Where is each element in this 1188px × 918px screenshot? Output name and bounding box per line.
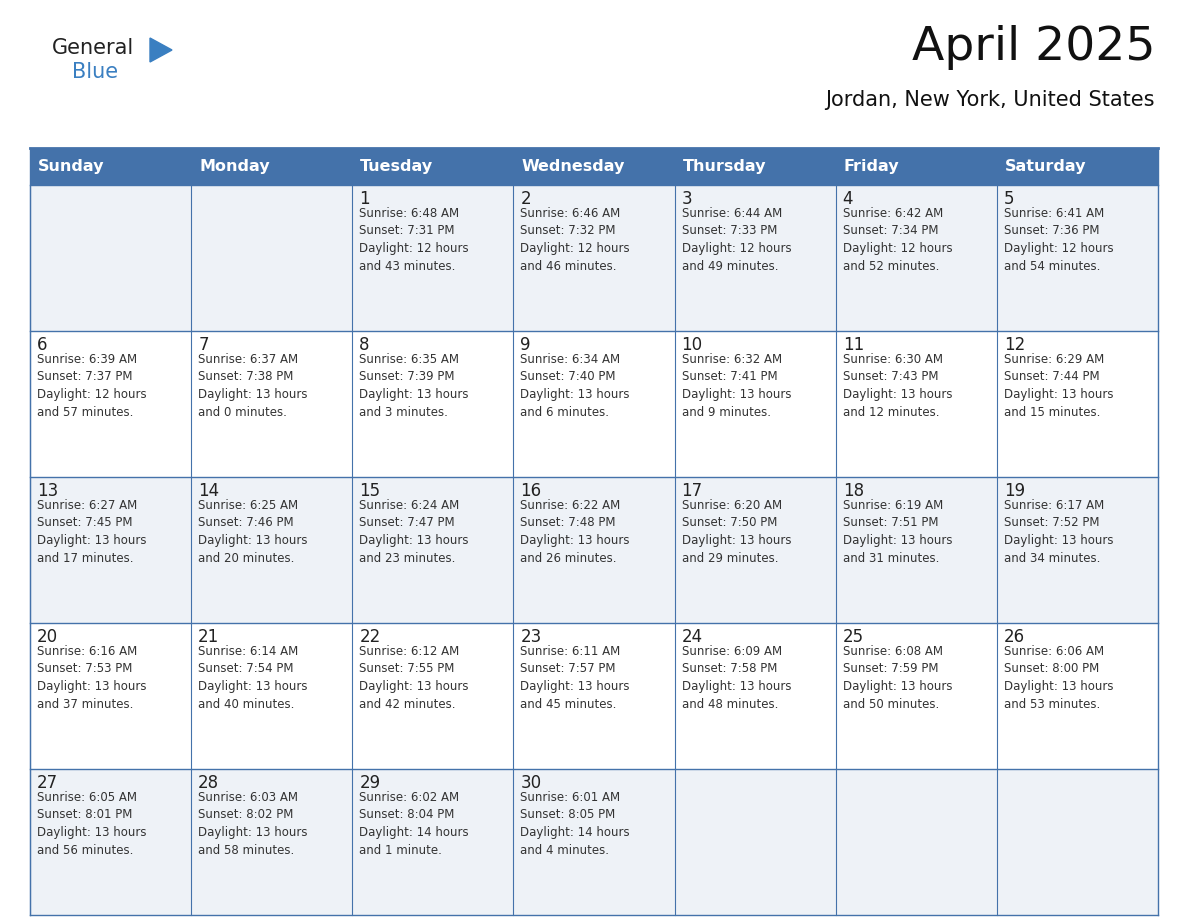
- Text: 30: 30: [520, 774, 542, 792]
- Text: 10: 10: [682, 336, 702, 354]
- Text: 18: 18: [842, 482, 864, 500]
- Text: Sunrise: 6:11 AM
Sunset: 7:57 PM
Daylight: 13 hours
and 45 minutes.: Sunrise: 6:11 AM Sunset: 7:57 PM Dayligh…: [520, 645, 630, 711]
- Text: General: General: [52, 38, 134, 58]
- Text: Friday: Friday: [843, 159, 899, 174]
- Text: Sunrise: 6:16 AM
Sunset: 7:53 PM
Daylight: 13 hours
and 37 minutes.: Sunrise: 6:16 AM Sunset: 7:53 PM Dayligh…: [37, 645, 146, 711]
- Text: Sunrise: 6:41 AM
Sunset: 7:36 PM
Daylight: 12 hours
and 54 minutes.: Sunrise: 6:41 AM Sunset: 7:36 PM Dayligh…: [1004, 207, 1113, 273]
- Text: 12: 12: [1004, 336, 1025, 354]
- Text: 27: 27: [37, 774, 58, 792]
- Text: Sunrise: 6:27 AM
Sunset: 7:45 PM
Daylight: 13 hours
and 17 minutes.: Sunrise: 6:27 AM Sunset: 7:45 PM Dayligh…: [37, 499, 146, 565]
- Text: 4: 4: [842, 190, 853, 208]
- Text: Tuesday: Tuesday: [360, 159, 434, 174]
- Bar: [30, 331, 1158, 477]
- Text: Sunrise: 6:02 AM
Sunset: 8:04 PM
Daylight: 14 hours
and 1 minute.: Sunrise: 6:02 AM Sunset: 8:04 PM Dayligh…: [359, 791, 469, 856]
- Text: Sunrise: 6:30 AM
Sunset: 7:43 PM
Daylight: 13 hours
and 12 minutes.: Sunrise: 6:30 AM Sunset: 7:43 PM Dayligh…: [842, 353, 953, 419]
- Text: 25: 25: [842, 628, 864, 646]
- Text: 7: 7: [198, 336, 209, 354]
- Text: Saturday: Saturday: [1005, 159, 1086, 174]
- Text: Sunrise: 6:05 AM
Sunset: 8:01 PM
Daylight: 13 hours
and 56 minutes.: Sunrise: 6:05 AM Sunset: 8:01 PM Dayligh…: [37, 791, 146, 856]
- Text: Sunrise: 6:22 AM
Sunset: 7:48 PM
Daylight: 13 hours
and 26 minutes.: Sunrise: 6:22 AM Sunset: 7:48 PM Dayligh…: [520, 499, 630, 565]
- Text: 11: 11: [842, 336, 864, 354]
- Text: Sunrise: 6:01 AM
Sunset: 8:05 PM
Daylight: 14 hours
and 4 minutes.: Sunrise: 6:01 AM Sunset: 8:05 PM Dayligh…: [520, 791, 630, 856]
- Bar: [30, 185, 1158, 331]
- Text: 9: 9: [520, 336, 531, 354]
- Text: Sunrise: 6:39 AM
Sunset: 7:37 PM
Daylight: 12 hours
and 57 minutes.: Sunrise: 6:39 AM Sunset: 7:37 PM Dayligh…: [37, 353, 146, 419]
- Polygon shape: [150, 38, 172, 62]
- Text: 8: 8: [359, 336, 369, 354]
- Text: Sunrise: 6:29 AM
Sunset: 7:44 PM
Daylight: 13 hours
and 15 minutes.: Sunrise: 6:29 AM Sunset: 7:44 PM Dayligh…: [1004, 353, 1113, 419]
- Text: 23: 23: [520, 628, 542, 646]
- Text: Sunday: Sunday: [38, 159, 105, 174]
- Text: Sunrise: 6:32 AM
Sunset: 7:41 PM
Daylight: 13 hours
and 9 minutes.: Sunrise: 6:32 AM Sunset: 7:41 PM Dayligh…: [682, 353, 791, 419]
- Text: Wednesday: Wednesday: [522, 159, 625, 174]
- Text: Sunrise: 6:42 AM
Sunset: 7:34 PM
Daylight: 12 hours
and 52 minutes.: Sunrise: 6:42 AM Sunset: 7:34 PM Dayligh…: [842, 207, 953, 273]
- Text: 13: 13: [37, 482, 58, 500]
- Text: Sunrise: 6:35 AM
Sunset: 7:39 PM
Daylight: 13 hours
and 3 minutes.: Sunrise: 6:35 AM Sunset: 7:39 PM Dayligh…: [359, 353, 469, 419]
- Text: 15: 15: [359, 482, 380, 500]
- Text: 1: 1: [359, 190, 369, 208]
- Text: Thursday: Thursday: [683, 159, 766, 174]
- Text: Sunrise: 6:09 AM
Sunset: 7:58 PM
Daylight: 13 hours
and 48 minutes.: Sunrise: 6:09 AM Sunset: 7:58 PM Dayligh…: [682, 645, 791, 711]
- Text: Sunrise: 6:19 AM
Sunset: 7:51 PM
Daylight: 13 hours
and 31 minutes.: Sunrise: 6:19 AM Sunset: 7:51 PM Dayligh…: [842, 499, 953, 565]
- Text: 19: 19: [1004, 482, 1025, 500]
- Text: Monday: Monday: [200, 159, 270, 174]
- Text: Sunrise: 6:46 AM
Sunset: 7:32 PM
Daylight: 12 hours
and 46 minutes.: Sunrise: 6:46 AM Sunset: 7:32 PM Dayligh…: [520, 207, 630, 273]
- Text: Sunrise: 6:44 AM
Sunset: 7:33 PM
Daylight: 12 hours
and 49 minutes.: Sunrise: 6:44 AM Sunset: 7:33 PM Dayligh…: [682, 207, 791, 273]
- Text: 24: 24: [682, 628, 702, 646]
- Text: 6: 6: [37, 336, 48, 354]
- Text: 29: 29: [359, 774, 380, 792]
- Text: Sunrise: 6:17 AM
Sunset: 7:52 PM
Daylight: 13 hours
and 34 minutes.: Sunrise: 6:17 AM Sunset: 7:52 PM Dayligh…: [1004, 499, 1113, 565]
- Text: 26: 26: [1004, 628, 1025, 646]
- Text: Sunrise: 6:12 AM
Sunset: 7:55 PM
Daylight: 13 hours
and 42 minutes.: Sunrise: 6:12 AM Sunset: 7:55 PM Dayligh…: [359, 645, 469, 711]
- Bar: [30, 477, 1158, 623]
- Bar: [30, 769, 1158, 915]
- Text: Sunrise: 6:48 AM
Sunset: 7:31 PM
Daylight: 12 hours
and 43 minutes.: Sunrise: 6:48 AM Sunset: 7:31 PM Dayligh…: [359, 207, 469, 273]
- Text: Sunrise: 6:34 AM
Sunset: 7:40 PM
Daylight: 13 hours
and 6 minutes.: Sunrise: 6:34 AM Sunset: 7:40 PM Dayligh…: [520, 353, 630, 419]
- Text: Sunrise: 6:08 AM
Sunset: 7:59 PM
Daylight: 13 hours
and 50 minutes.: Sunrise: 6:08 AM Sunset: 7:59 PM Dayligh…: [842, 645, 953, 711]
- Text: Sunrise: 6:06 AM
Sunset: 8:00 PM
Daylight: 13 hours
and 53 minutes.: Sunrise: 6:06 AM Sunset: 8:00 PM Dayligh…: [1004, 645, 1113, 711]
- Text: Sunrise: 6:14 AM
Sunset: 7:54 PM
Daylight: 13 hours
and 40 minutes.: Sunrise: 6:14 AM Sunset: 7:54 PM Dayligh…: [198, 645, 308, 711]
- Bar: [30, 623, 1158, 769]
- Text: 5: 5: [1004, 190, 1015, 208]
- Text: Sunrise: 6:03 AM
Sunset: 8:02 PM
Daylight: 13 hours
and 58 minutes.: Sunrise: 6:03 AM Sunset: 8:02 PM Dayligh…: [198, 791, 308, 856]
- Text: 2: 2: [520, 190, 531, 208]
- Text: 28: 28: [198, 774, 220, 792]
- Bar: [30, 148, 1158, 185]
- Text: 21: 21: [198, 628, 220, 646]
- Text: Sunrise: 6:25 AM
Sunset: 7:46 PM
Daylight: 13 hours
and 20 minutes.: Sunrise: 6:25 AM Sunset: 7:46 PM Dayligh…: [198, 499, 308, 565]
- Text: 20: 20: [37, 628, 58, 646]
- Text: 14: 14: [198, 482, 220, 500]
- Text: 17: 17: [682, 482, 702, 500]
- Text: 16: 16: [520, 482, 542, 500]
- Text: Jordan, New York, United States: Jordan, New York, United States: [826, 90, 1155, 110]
- Text: 3: 3: [682, 190, 693, 208]
- Text: 22: 22: [359, 628, 380, 646]
- Text: Sunrise: 6:20 AM
Sunset: 7:50 PM
Daylight: 13 hours
and 29 minutes.: Sunrise: 6:20 AM Sunset: 7:50 PM Dayligh…: [682, 499, 791, 565]
- Text: Sunrise: 6:37 AM
Sunset: 7:38 PM
Daylight: 13 hours
and 0 minutes.: Sunrise: 6:37 AM Sunset: 7:38 PM Dayligh…: [198, 353, 308, 419]
- Text: Sunrise: 6:24 AM
Sunset: 7:47 PM
Daylight: 13 hours
and 23 minutes.: Sunrise: 6:24 AM Sunset: 7:47 PM Dayligh…: [359, 499, 469, 565]
- Text: April 2025: April 2025: [911, 25, 1155, 70]
- Text: Blue: Blue: [72, 62, 118, 82]
